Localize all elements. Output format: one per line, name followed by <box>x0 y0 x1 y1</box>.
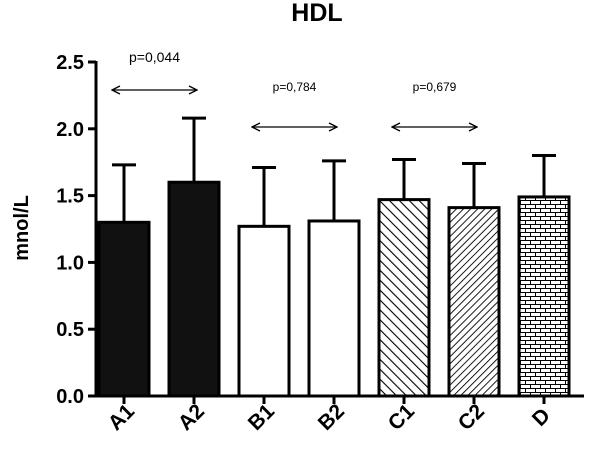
p-value-label: p=0,679 <box>413 80 457 94</box>
y-tick-label: 2.0 <box>56 119 84 141</box>
x-tick-label-A2: A2 <box>174 400 209 435</box>
y-tick-label: 1.5 <box>56 186 84 208</box>
bar-B1 <box>237 224 291 398</box>
x-tick-label-B1: B1 <box>244 400 279 435</box>
x-tick-label-C1: C1 <box>384 400 419 435</box>
comparisons-group: p=0,044 p=0,784 p=0,679 <box>112 49 477 127</box>
chart-title: HDL <box>291 0 342 27</box>
y-tick-label: 0.5 <box>56 319 84 341</box>
bar-D <box>517 195 571 398</box>
bar-A2 <box>167 180 221 398</box>
p-value-label: p=0,044 <box>129 49 180 65</box>
p-value-label: p=0,784 <box>273 80 317 94</box>
bar-A1 <box>97 220 151 398</box>
x-tick-label-D: D <box>528 404 555 431</box>
x-tick-label-A1: A1 <box>104 400 139 435</box>
y-axis-label: mnol/L <box>11 195 33 261</box>
bar-B2 <box>307 219 361 398</box>
x-tick-label-B2: B2 <box>314 400 349 435</box>
bar-C2 <box>447 206 501 398</box>
bars-group <box>97 180 571 398</box>
y-tick-label: 1.0 <box>56 252 84 274</box>
bar-C1 <box>377 198 431 398</box>
x-tick-label-C2: C2 <box>454 400 489 435</box>
y-tick-label: 2.5 <box>56 52 84 74</box>
error-bars-group <box>112 116 556 227</box>
y-tick-label: 0.0 <box>56 386 84 408</box>
